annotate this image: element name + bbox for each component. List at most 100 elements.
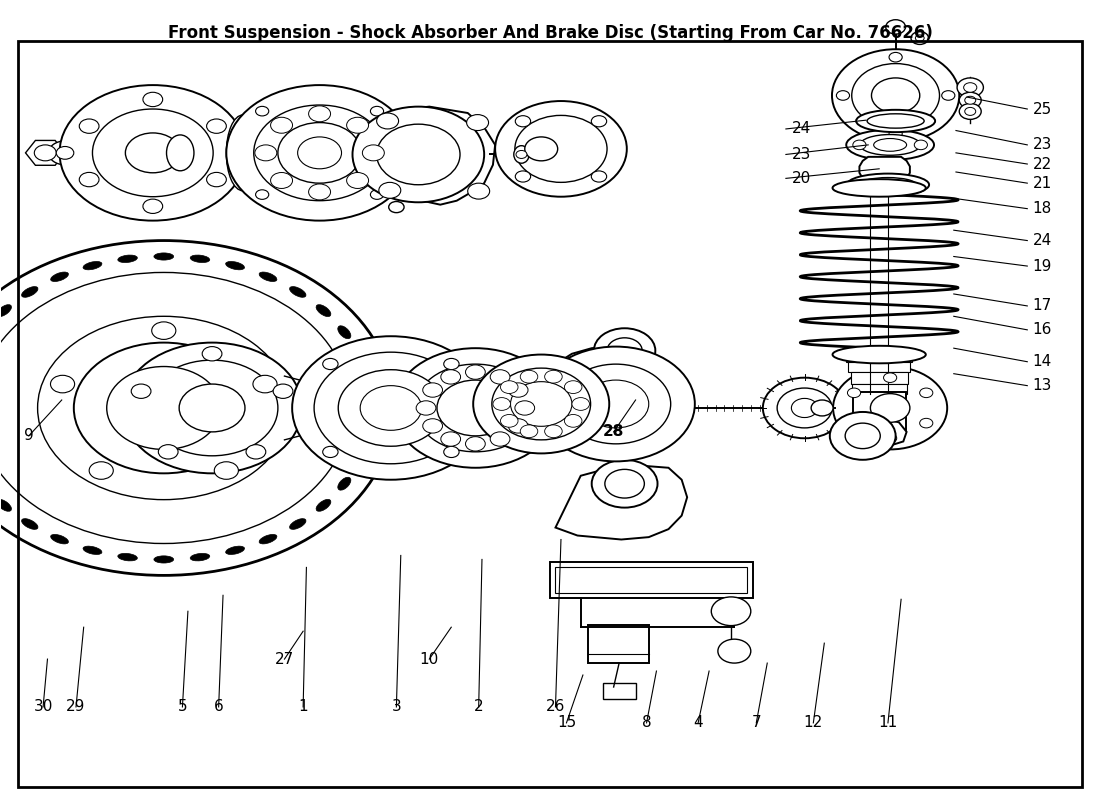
Circle shape bbox=[537, 346, 695, 462]
Circle shape bbox=[346, 173, 368, 189]
Ellipse shape bbox=[191, 385, 224, 431]
Circle shape bbox=[959, 92, 981, 108]
Circle shape bbox=[468, 183, 490, 199]
Circle shape bbox=[143, 199, 163, 214]
Text: 3: 3 bbox=[392, 699, 402, 714]
Circle shape bbox=[393, 348, 558, 468]
Ellipse shape bbox=[82, 262, 102, 270]
Circle shape bbox=[255, 190, 268, 199]
Ellipse shape bbox=[338, 326, 351, 338]
Circle shape bbox=[544, 370, 562, 383]
Ellipse shape bbox=[867, 114, 924, 128]
Text: 19: 19 bbox=[1033, 258, 1053, 274]
Text: 27: 27 bbox=[275, 651, 294, 666]
Bar bbox=[550, 562, 754, 598]
Circle shape bbox=[763, 378, 846, 438]
Polygon shape bbox=[548, 346, 688, 442]
Circle shape bbox=[131, 384, 151, 398]
Ellipse shape bbox=[22, 518, 38, 530]
Ellipse shape bbox=[354, 453, 365, 466]
Circle shape bbox=[388, 202, 404, 213]
Circle shape bbox=[572, 398, 590, 410]
Circle shape bbox=[253, 375, 277, 393]
Text: Front Suspension - Shock Absorber And Brake Disc (Starting From Car No. 76626): Front Suspension - Shock Absorber And Br… bbox=[167, 24, 933, 42]
Ellipse shape bbox=[190, 554, 210, 561]
Ellipse shape bbox=[300, 386, 313, 430]
Bar bbox=[851, 384, 906, 394]
Circle shape bbox=[59, 85, 246, 221]
Circle shape bbox=[852, 140, 866, 150]
Circle shape bbox=[0, 273, 350, 543]
Text: 22: 22 bbox=[1033, 157, 1052, 171]
Ellipse shape bbox=[0, 499, 11, 511]
Ellipse shape bbox=[833, 346, 926, 363]
Text: 23: 23 bbox=[1033, 138, 1053, 152]
Circle shape bbox=[516, 150, 527, 158]
Circle shape bbox=[564, 381, 582, 394]
Circle shape bbox=[508, 418, 528, 433]
Circle shape bbox=[847, 418, 860, 428]
Circle shape bbox=[712, 597, 751, 626]
Circle shape bbox=[914, 140, 927, 150]
Bar bbox=[556, 566, 748, 593]
Text: 20: 20 bbox=[791, 171, 811, 186]
Circle shape bbox=[298, 137, 341, 169]
Circle shape bbox=[870, 394, 910, 422]
Text: 5: 5 bbox=[177, 699, 187, 714]
Ellipse shape bbox=[227, 115, 260, 190]
Circle shape bbox=[422, 383, 442, 398]
Circle shape bbox=[254, 105, 385, 201]
Circle shape bbox=[500, 381, 518, 394]
Text: 17: 17 bbox=[1033, 298, 1052, 314]
Ellipse shape bbox=[118, 255, 138, 262]
Ellipse shape bbox=[289, 518, 306, 530]
Circle shape bbox=[371, 106, 384, 116]
Ellipse shape bbox=[166, 135, 194, 170]
Circle shape bbox=[338, 370, 443, 446]
Circle shape bbox=[371, 190, 384, 199]
Polygon shape bbox=[374, 106, 495, 205]
Circle shape bbox=[315, 352, 468, 464]
Ellipse shape bbox=[22, 286, 38, 298]
Ellipse shape bbox=[354, 350, 365, 363]
Circle shape bbox=[515, 401, 535, 415]
Text: 8: 8 bbox=[641, 715, 651, 730]
Circle shape bbox=[125, 133, 180, 173]
Circle shape bbox=[79, 119, 99, 134]
Circle shape bbox=[777, 388, 832, 428]
Polygon shape bbox=[556, 466, 688, 539]
Circle shape bbox=[564, 414, 582, 427]
Circle shape bbox=[959, 103, 981, 119]
Text: 13: 13 bbox=[1033, 378, 1053, 393]
Circle shape bbox=[592, 116, 607, 127]
Circle shape bbox=[415, 364, 536, 452]
Circle shape bbox=[718, 639, 751, 663]
Text: 9: 9 bbox=[24, 428, 34, 443]
Text: 30: 30 bbox=[33, 699, 53, 714]
Ellipse shape bbox=[338, 478, 351, 490]
Circle shape bbox=[520, 370, 538, 383]
Ellipse shape bbox=[514, 146, 529, 163]
Circle shape bbox=[832, 50, 959, 142]
Text: 18: 18 bbox=[1033, 201, 1052, 216]
Circle shape bbox=[271, 118, 293, 134]
Circle shape bbox=[0, 241, 394, 575]
Circle shape bbox=[561, 364, 671, 444]
Ellipse shape bbox=[231, 121, 255, 185]
Circle shape bbox=[278, 122, 361, 183]
Ellipse shape bbox=[847, 174, 930, 196]
Text: 1: 1 bbox=[298, 699, 308, 714]
Text: 7: 7 bbox=[751, 715, 761, 730]
Circle shape bbox=[352, 106, 484, 202]
Circle shape bbox=[592, 171, 607, 182]
Circle shape bbox=[416, 401, 436, 415]
Ellipse shape bbox=[873, 138, 906, 151]
Text: 10: 10 bbox=[420, 651, 439, 666]
Circle shape bbox=[791, 398, 817, 418]
Circle shape bbox=[465, 365, 485, 379]
Circle shape bbox=[255, 106, 268, 116]
Circle shape bbox=[443, 446, 459, 458]
Circle shape bbox=[492, 368, 591, 440]
Text: 11: 11 bbox=[878, 715, 898, 730]
Ellipse shape bbox=[260, 272, 277, 282]
